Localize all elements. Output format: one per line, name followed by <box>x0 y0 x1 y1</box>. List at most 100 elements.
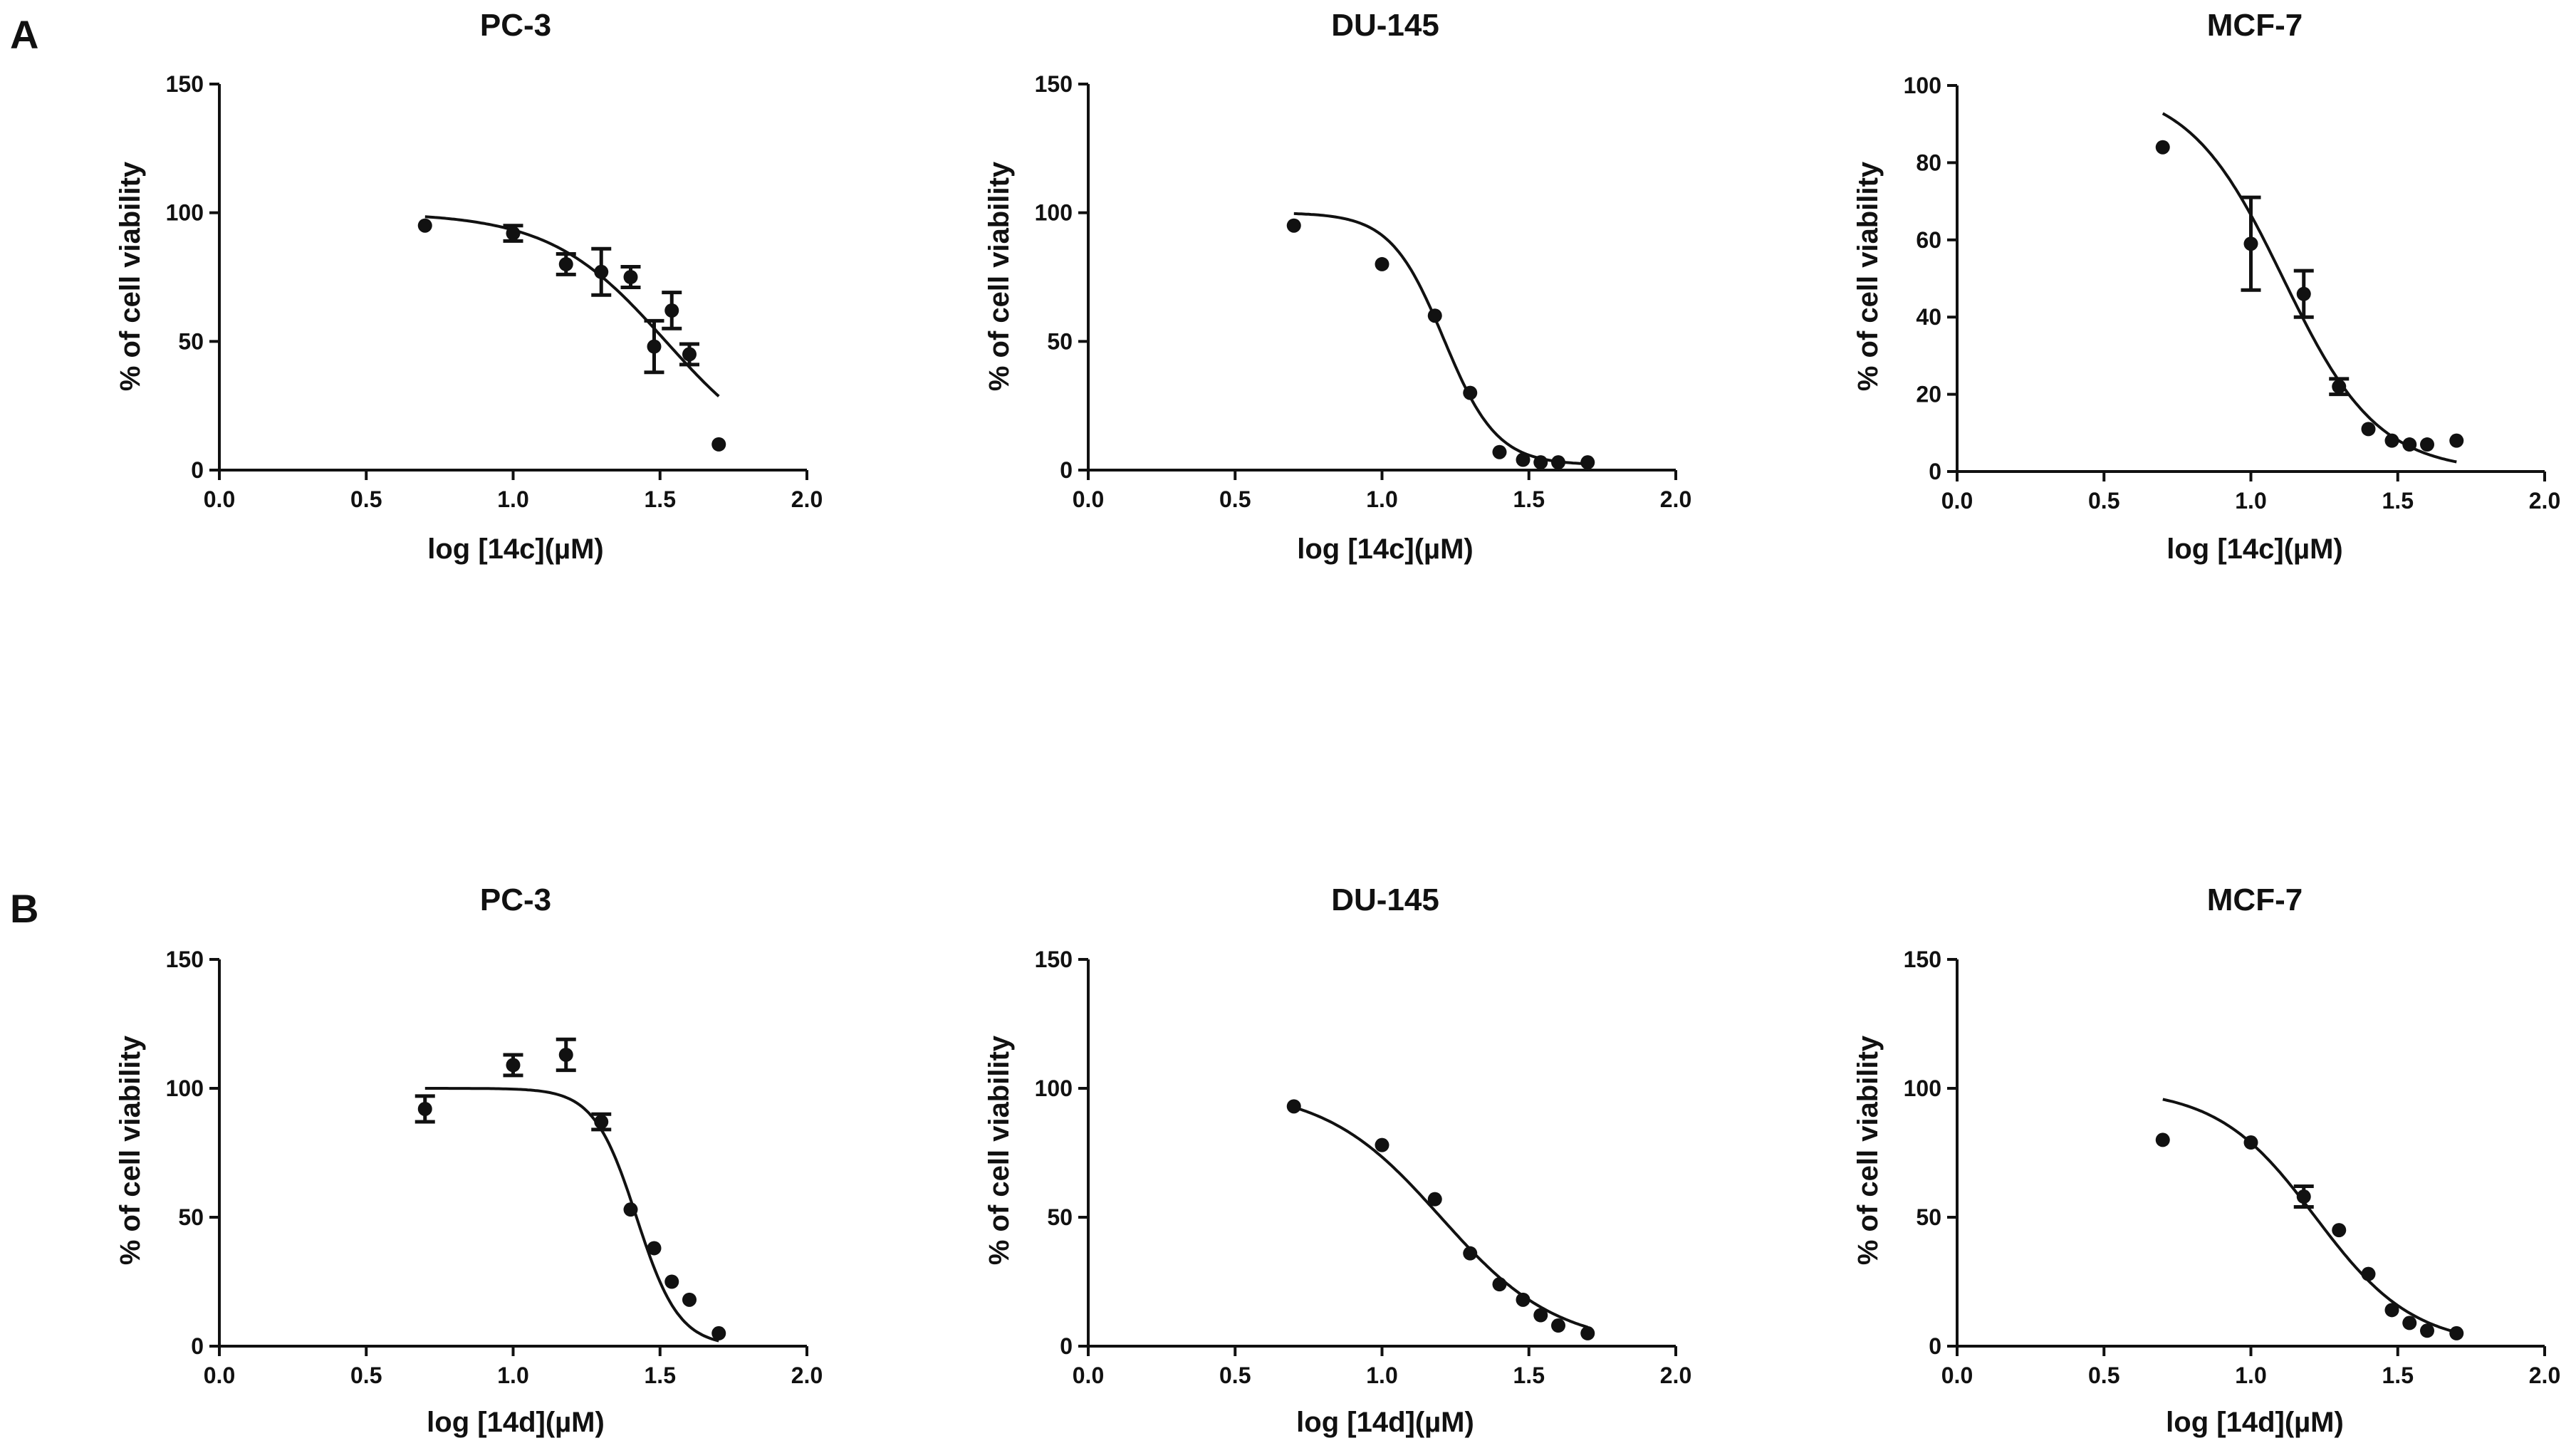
data-point <box>1427 1192 1442 1207</box>
x-tick-label: 1.0 <box>1366 1363 1397 1388</box>
data-point <box>1580 455 1595 470</box>
x-tick-label: 0.0 <box>1073 1363 1104 1388</box>
y-tick-label: 0 <box>1060 1333 1073 1359</box>
data-point <box>2384 433 2399 448</box>
x-tick-label: 2.0 <box>791 486 823 512</box>
x-tick-label: 1.5 <box>1513 486 1545 512</box>
x-tick-label: 0.0 <box>1941 488 1973 514</box>
x-axis-label: log [14c](µM) <box>427 533 603 565</box>
x-tick-label: 1.0 <box>497 1363 528 1388</box>
x-axis-label: log [14c](µM) <box>2166 533 2342 565</box>
data-point <box>2449 433 2464 448</box>
y-tick-label: 40 <box>1916 304 1941 330</box>
y-tick-label: 50 <box>178 328 204 354</box>
y-tick-label: 150 <box>1035 947 1073 972</box>
x-tick-label: 2.0 <box>1660 486 1691 512</box>
data-point <box>1463 1246 1478 1261</box>
data-point <box>417 1101 432 1116</box>
x-tick-label: 1.5 <box>645 1363 676 1388</box>
data-point <box>711 1326 726 1340</box>
data-point <box>647 1241 662 1256</box>
y-tick-label: 150 <box>166 71 204 97</box>
y-axis-label: % of cell viability <box>984 1035 1015 1265</box>
data-point <box>2296 1189 2311 1204</box>
x-tick-label: 0.5 <box>2088 1363 2119 1388</box>
data-point <box>506 1058 521 1073</box>
x-tick-label: 1.5 <box>2382 1363 2414 1388</box>
x-tick-label: 0.0 <box>1941 1363 1973 1388</box>
data-point <box>1551 1318 1565 1333</box>
y-tick-label: 100 <box>1035 200 1073 226</box>
data-point <box>2449 1326 2464 1340</box>
data-point <box>2361 1266 2376 1281</box>
y-tick-label: 20 <box>1916 382 1941 407</box>
data-point <box>2420 437 2434 452</box>
fit-curve <box>1293 212 1588 466</box>
data-point <box>1533 1308 1548 1323</box>
chart-a-du145: DU-145 log [14c](µM) % of cell viability… <box>984 8 1691 565</box>
x-tick-label: 1.5 <box>1513 1363 1545 1388</box>
data-point <box>2155 1132 2170 1147</box>
chart-b-mcf7: MCF-7 log [14d](µM) % of cell viability … <box>1852 882 2560 1438</box>
y-tick-label: 0 <box>1060 457 1073 483</box>
data-point <box>1533 455 1548 470</box>
y-tick-label: 50 <box>1916 1204 1941 1230</box>
data-point <box>682 1292 697 1307</box>
chart-b-du145: DU-145 log [14d](µM) % of cell viability… <box>984 882 1691 1438</box>
x-tick-label: 0.0 <box>204 486 235 512</box>
data-point <box>2296 286 2311 301</box>
x-axis-label: log [14d](µM) <box>1296 1407 1474 1438</box>
x-axis-label: log [14d](µM) <box>2166 1407 2344 1438</box>
data-point <box>711 437 726 452</box>
data-point <box>2420 1323 2434 1338</box>
y-tick-label: 50 <box>1047 328 1073 354</box>
data-point <box>1580 1326 1595 1340</box>
data-point <box>1492 444 1507 459</box>
data-point <box>2384 1303 2399 1318</box>
y-tick-label: 0 <box>191 457 204 483</box>
y-tick-label: 50 <box>178 1204 204 1230</box>
y-tick-label: 0 <box>1929 459 1941 484</box>
data-point <box>682 347 697 362</box>
y-tick-label: 100 <box>1904 73 1941 98</box>
x-tick-label: 0.5 <box>350 1363 382 1388</box>
data-point <box>1516 1292 1531 1307</box>
x-tick-label: 1.5 <box>645 486 676 512</box>
data-point <box>558 1047 573 1062</box>
x-tick-label: 0.5 <box>2088 488 2119 514</box>
data-point <box>1427 308 1442 323</box>
panel-letter-b: B <box>10 886 38 931</box>
chart-title: MCF-7 <box>2207 8 2303 43</box>
chart-title: PC-3 <box>480 8 551 43</box>
fit-curve <box>2162 1098 2457 1334</box>
data-point <box>664 1274 679 1289</box>
y-tick-label: 150 <box>1035 71 1073 97</box>
data-point <box>2332 1223 2347 1238</box>
data-point <box>1492 1277 1507 1292</box>
y-axis-label: % of cell viability <box>1852 161 1884 391</box>
x-tick-label: 1.5 <box>2382 488 2414 514</box>
data-point <box>2243 1135 2258 1150</box>
data-point <box>2155 140 2170 155</box>
y-tick-label: 0 <box>191 1333 204 1359</box>
y-axis-label: % of cell viability <box>115 161 146 391</box>
y-tick-label: 80 <box>1916 150 1941 175</box>
chart-title: DU-145 <box>1331 882 1439 917</box>
data-point <box>1463 385 1478 400</box>
fit-curve <box>2162 112 2457 464</box>
y-axis-label: % of cell viability <box>1852 1035 1884 1265</box>
fit-curve <box>424 1087 719 1343</box>
y-axis-label: % of cell viability <box>115 1035 146 1265</box>
y-tick-label: 150 <box>1904 947 1941 972</box>
fit-curve <box>1293 1105 1588 1329</box>
chart-title: MCF-7 <box>2207 882 2303 917</box>
x-tick-label: 2.0 <box>2529 1363 2560 1388</box>
y-tick-label: 0 <box>1929 1333 1941 1359</box>
panel-letter-a: A <box>10 12 38 57</box>
data-point <box>594 264 609 279</box>
x-tick-label: 1.0 <box>2235 1363 2266 1388</box>
data-point <box>1286 218 1301 233</box>
data-point <box>623 1202 638 1217</box>
data-point <box>2402 1316 2417 1330</box>
data-point <box>1286 1099 1301 1114</box>
